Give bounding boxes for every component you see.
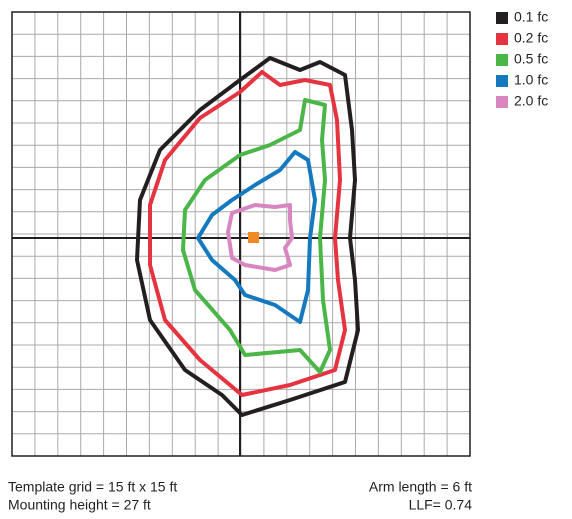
luminaire-marker	[248, 232, 259, 243]
legend-swatch	[496, 33, 508, 45]
contour	[135, 56, 360, 417]
legend-label: 0.1 fc	[514, 9, 548, 25]
legend-label: 0.5 fc	[514, 51, 548, 67]
legend-swatch	[496, 75, 508, 87]
footer-text: LLF= 0.74	[409, 497, 473, 513]
footer-text: Template grid = 15 ft x 15 ft	[8, 479, 177, 495]
contour	[226, 203, 294, 272]
legend-label: 0.2 fc	[514, 30, 548, 46]
legend-swatch	[496, 54, 508, 66]
legend-label: 2.0 fc	[514, 93, 548, 109]
contour	[196, 150, 317, 324]
legend: 0.1 fc 0.2 fc 0.5 fc 1.0 fc 2.0 fc	[496, 9, 548, 109]
footer-text: Mounting height = 27 ft	[8, 497, 151, 513]
footer-text: Arm length = 6 ft	[369, 479, 472, 495]
legend-label: 1.0 fc	[514, 72, 548, 88]
legend-swatch	[496, 12, 508, 24]
contour	[148, 70, 347, 397]
contour	[181, 98, 332, 374]
legend-swatch	[496, 96, 508, 108]
